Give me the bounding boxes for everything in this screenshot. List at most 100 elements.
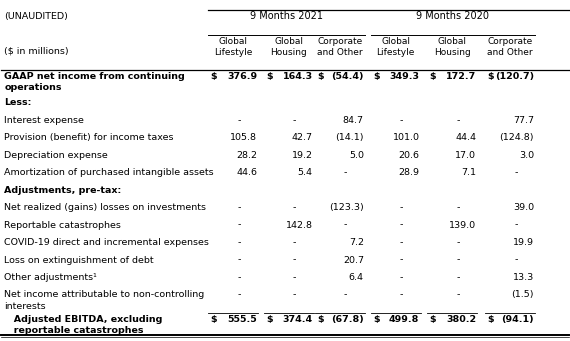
Text: -: - [457,273,459,282]
Text: 19.9: 19.9 [513,238,534,247]
Text: -: - [293,238,296,247]
Text: 105.8: 105.8 [230,133,257,142]
Text: 9 Months 2020: 9 Months 2020 [417,12,490,21]
Text: -: - [293,255,296,265]
Text: (54.4): (54.4) [331,72,364,81]
Text: 17.0: 17.0 [455,151,476,160]
Text: -: - [400,116,403,125]
Text: $: $ [373,315,380,324]
Text: 499.8: 499.8 [389,315,420,324]
Text: 139.0: 139.0 [449,221,476,229]
Text: 374.4: 374.4 [283,315,313,324]
Text: Adjustments, pre-tax:: Adjustments, pre-tax: [4,186,121,195]
Text: 164.3: 164.3 [283,72,313,81]
Text: -: - [237,273,241,282]
Text: $: $ [487,315,494,324]
Text: 349.3: 349.3 [389,72,420,81]
Text: -: - [514,168,518,177]
Text: (120.7): (120.7) [495,72,534,81]
Text: Adjusted EBITDA, excluding
   reportable catastrophes: Adjusted EBITDA, excluding reportable ca… [4,315,162,335]
Text: (UNAUDITED): (UNAUDITED) [4,13,68,21]
Text: $: $ [266,72,273,81]
Text: Reportable catastrophes: Reportable catastrophes [4,221,121,229]
Text: Interest expense: Interest expense [4,116,84,125]
Text: -: - [293,116,296,125]
Text: $: $ [317,72,324,81]
Text: -: - [400,291,403,299]
Text: -: - [400,273,403,282]
Text: Depreciation expense: Depreciation expense [4,151,108,160]
Text: Less:: Less: [4,99,31,107]
Text: -: - [237,255,241,265]
Text: $: $ [430,315,436,324]
Text: -: - [457,238,459,247]
Text: $: $ [211,72,217,81]
Text: -: - [293,291,296,299]
Text: 42.7: 42.7 [292,133,313,142]
Text: Provision (benefit) for income taxes: Provision (benefit) for income taxes [4,133,174,142]
Text: -: - [344,168,347,177]
Text: -: - [344,221,347,229]
Text: 20.6: 20.6 [398,151,420,160]
Text: -: - [293,273,296,282]
Text: (67.8): (67.8) [331,315,364,324]
Text: 5.4: 5.4 [298,168,313,177]
Text: 28.9: 28.9 [398,168,420,177]
Text: -: - [514,255,518,265]
Text: 380.2: 380.2 [446,315,476,324]
Text: 7.2: 7.2 [349,238,364,247]
Text: -: - [457,116,459,125]
Text: -: - [457,203,459,212]
Text: Net income attributable to non-controlling
interests: Net income attributable to non-controlli… [4,291,205,311]
Text: -: - [457,291,459,299]
Text: (14.1): (14.1) [335,133,364,142]
Text: Amortization of purchased intangible assets: Amortization of purchased intangible ass… [4,168,214,177]
Text: COVID-19 direct and incremental expenses: COVID-19 direct and incremental expenses [4,238,209,247]
Text: -: - [400,221,403,229]
Text: 28.2: 28.2 [236,151,257,160]
Text: 376.9: 376.9 [227,72,257,81]
Text: -: - [400,238,403,247]
Text: -: - [514,221,518,229]
Text: -: - [237,203,241,212]
Text: 84.7: 84.7 [343,116,364,125]
Text: 20.7: 20.7 [343,255,364,265]
Text: $: $ [266,315,273,324]
Text: -: - [400,255,403,265]
Text: 5.0: 5.0 [349,151,364,160]
Text: 39.0: 39.0 [513,203,534,212]
Text: 44.6: 44.6 [236,168,257,177]
Text: Loss on extinguishment of debt: Loss on extinguishment of debt [4,255,154,265]
Text: 172.7: 172.7 [446,72,476,81]
Text: 6.4: 6.4 [349,273,364,282]
Text: $: $ [211,315,217,324]
Text: -: - [344,291,347,299]
Text: -: - [237,291,241,299]
Text: -: - [237,116,241,125]
Text: -: - [400,203,403,212]
Text: 44.4: 44.4 [455,133,476,142]
Text: 19.2: 19.2 [292,151,313,160]
Text: Other adjustments¹: Other adjustments¹ [4,273,97,282]
Text: 13.3: 13.3 [513,273,534,282]
Text: 77.7: 77.7 [513,116,534,125]
Text: Corporate
and Other: Corporate and Other [317,36,363,57]
Text: GAAP net income from continuing
operations: GAAP net income from continuing operatio… [4,72,185,92]
Text: 142.8: 142.8 [286,221,313,229]
Text: 555.5: 555.5 [227,315,257,324]
Text: $: $ [487,72,494,81]
Text: (123.3): (123.3) [329,203,364,212]
Text: (124.8): (124.8) [499,133,534,142]
Text: $: $ [430,72,436,81]
Text: Global
Lifestyle: Global Lifestyle [376,36,415,57]
Text: -: - [237,238,241,247]
Text: -: - [293,203,296,212]
Text: 101.0: 101.0 [392,133,420,142]
Text: 9 Months 2021: 9 Months 2021 [250,12,323,21]
Text: -: - [237,221,241,229]
Text: Global
Housing: Global Housing [271,36,307,57]
Text: $: $ [373,72,380,81]
Text: Corporate
and Other: Corporate and Other [487,36,533,57]
Text: Net realized (gains) losses on investments: Net realized (gains) losses on investmen… [4,203,206,212]
Text: 3.0: 3.0 [519,151,534,160]
